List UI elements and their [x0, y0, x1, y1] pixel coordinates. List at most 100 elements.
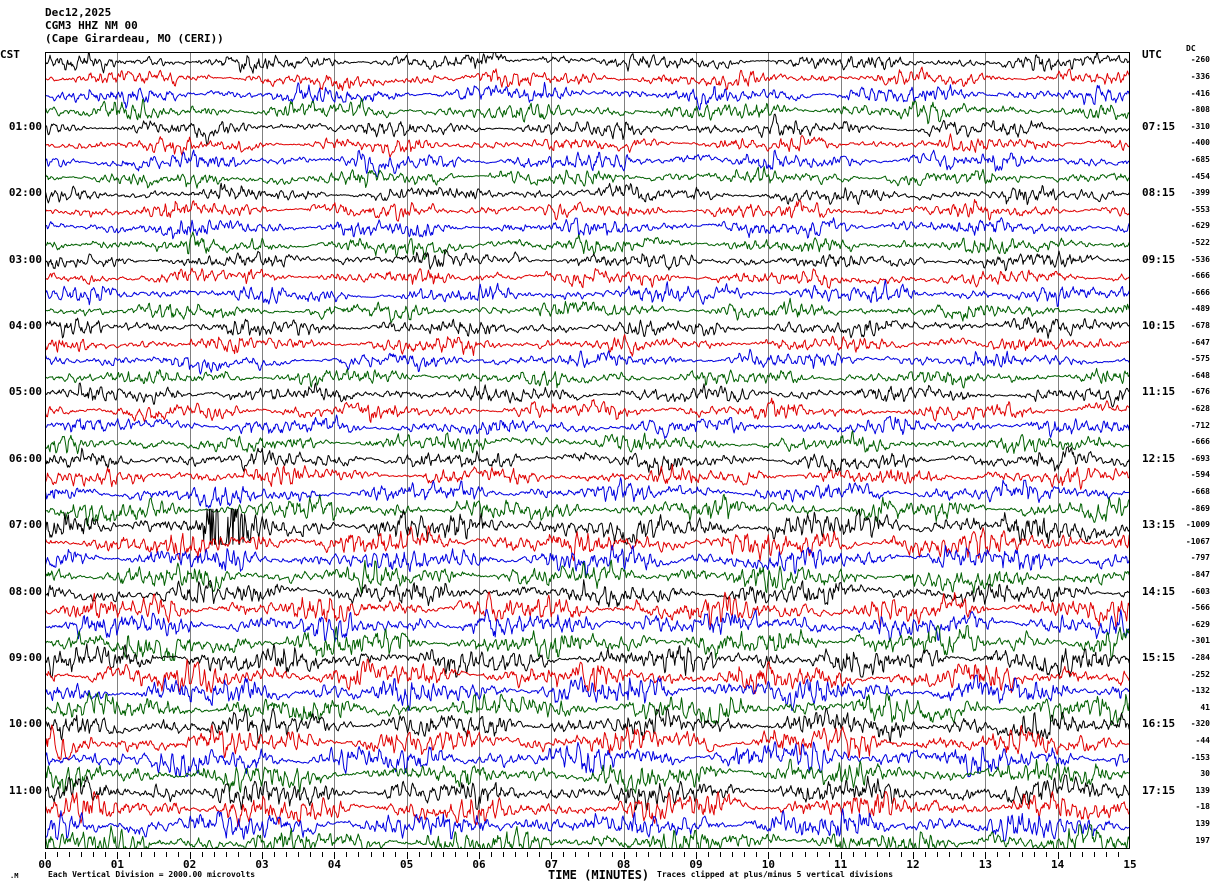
- time-axis-tick-label: 14: [1051, 858, 1065, 871]
- seismic-trace: [45, 279, 1130, 307]
- seismic-trace: [45, 493, 1130, 527]
- seismic-trace: [45, 463, 1130, 490]
- utc-time-label: 12:15: [1142, 451, 1176, 465]
- seismic-trace: [45, 774, 1130, 811]
- dc-offset-value: -808: [1190, 105, 1210, 115]
- seismogram-plot[interactable]: [45, 52, 1130, 849]
- cst-time-label: 01:00: [8, 119, 42, 133]
- channel-id: CGM3 HHZ NM 00: [45, 19, 138, 32]
- seismic-trace: [45, 66, 1130, 91]
- dc-offset-value: -399: [1190, 188, 1210, 198]
- seismic-trace: [45, 708, 1130, 744]
- time-axis-tick-label: 03: [255, 858, 269, 871]
- cst-time-label: 07:00: [8, 518, 42, 532]
- utc-time-label: 08:15: [1142, 186, 1176, 200]
- station-name: (Cape Girardeau, MO (CERI)): [45, 32, 224, 45]
- dc-offset-value: -252: [1190, 669, 1210, 679]
- dc-offset-value: -260: [1190, 55, 1210, 65]
- time-axis-tick-label: 01: [110, 858, 124, 871]
- dc-offset-value: -400: [1190, 138, 1210, 148]
- seismic-trace: [45, 724, 1130, 761]
- dc-offset-value: -522: [1190, 237, 1210, 247]
- seismic-trace: [45, 149, 1130, 178]
- seismogram-canvas: [45, 52, 1130, 849]
- seismic-trace: [45, 658, 1130, 695]
- dc-offset-value: -712: [1190, 420, 1210, 430]
- seismic-trace: [45, 544, 1130, 577]
- seismic-trace: [45, 591, 1130, 628]
- scale-note: Each Vertical Division = 2000.00 microvo…: [48, 870, 256, 879]
- dc-offset-value: -1009: [1185, 520, 1210, 530]
- seismic-trace: [45, 625, 1130, 661]
- seismic-trace: [45, 430, 1130, 455]
- left-axis-label: CST: [0, 48, 20, 61]
- dc-offset-value: -847: [1190, 570, 1210, 580]
- seismic-trace: [45, 397, 1130, 423]
- utc-time-label: 15:15: [1142, 651, 1176, 665]
- dc-offset-value: -648: [1190, 370, 1210, 380]
- cst-time-label: 06:00: [8, 451, 42, 465]
- cst-time-label: 04:00: [8, 318, 42, 332]
- time-axis-tick-label: 13: [978, 858, 992, 871]
- seismic-trace: [45, 217, 1130, 240]
- dc-offset-value: -685: [1190, 154, 1210, 164]
- seismic-trace: [45, 367, 1130, 389]
- dc-offset-value: -454: [1190, 171, 1210, 181]
- dc-offset-value: 139: [1195, 785, 1210, 795]
- seismic-trace: [45, 741, 1130, 778]
- dc-offset-value: -666: [1190, 437, 1210, 447]
- cst-time-label: 10:00: [8, 717, 42, 731]
- cst-time-label: 11:00: [8, 783, 42, 797]
- dc-offset-value: 197: [1195, 835, 1210, 845]
- dc-offset-value: -153: [1190, 752, 1210, 762]
- dc-offset-value: -416: [1190, 88, 1210, 98]
- utc-time-label: 09:15: [1142, 252, 1176, 266]
- time-axis-tick-label: 15: [1123, 858, 1137, 871]
- seismic-trace: [45, 52, 1130, 74]
- seismic-trace: [45, 133, 1130, 159]
- record-date: Dec12,2025: [45, 6, 112, 19]
- time-axis-tick-label: 05: [400, 858, 414, 871]
- dc-offset-value: -320: [1190, 719, 1210, 729]
- trace-group: [45, 52, 1130, 849]
- dc-offset-value: -132: [1190, 686, 1210, 696]
- dc-offset-value: -693: [1190, 453, 1210, 463]
- seismic-trace: [45, 81, 1130, 111]
- dc-offset-value: 41: [1200, 702, 1210, 712]
- dc-offset-value: -336: [1190, 71, 1210, 81]
- seismic-trace: [45, 97, 1130, 125]
- seismic-trace: [45, 249, 1130, 272]
- time-axis-tick-label: 08: [617, 858, 631, 871]
- seismic-trace: [45, 231, 1130, 260]
- seismic-trace: [45, 199, 1130, 222]
- seismic-trace: [45, 267, 1130, 289]
- seismic-trace: [45, 334, 1130, 357]
- dc-offset-value: -1067: [1185, 536, 1210, 546]
- dc-offset-value: 139: [1195, 819, 1210, 829]
- utc-time-label: 14:15: [1142, 584, 1176, 598]
- time-axis-tick-label: 07: [544, 858, 558, 871]
- utc-time-label: 10:15: [1142, 318, 1176, 332]
- seismic-trace: [45, 348, 1130, 375]
- time-axis-tick-label: 12: [906, 858, 920, 871]
- seismic-trace: [45, 559, 1130, 595]
- dc-offset-value: -18: [1195, 802, 1210, 812]
- dc-offset-value: -668: [1190, 487, 1210, 496]
- time-axis-title: TIME (MINUTES): [548, 868, 650, 882]
- dc-offset-value: -310: [1190, 121, 1210, 131]
- dc-offset-value: -666: [1190, 287, 1210, 297]
- time-axis-tick-label: 00: [38, 858, 52, 871]
- right-axis-label: UTC: [1142, 48, 1162, 61]
- cst-time-label: 02:00: [8, 186, 42, 200]
- dc-offset-value: -301: [1190, 636, 1210, 646]
- plot-background: [45, 52, 1130, 849]
- dc-offset-value: -284: [1190, 653, 1210, 663]
- time-axis-ticks: [45, 852, 1131, 859]
- utc-time-label: 16:15: [1142, 717, 1176, 731]
- seismic-trace: [45, 297, 1130, 323]
- dc-offset-value: -666: [1190, 271, 1210, 281]
- seismic-trace: [45, 508, 1130, 545]
- dc-offset-value: -678: [1190, 320, 1210, 330]
- dc-offset-value: 30: [1200, 769, 1210, 779]
